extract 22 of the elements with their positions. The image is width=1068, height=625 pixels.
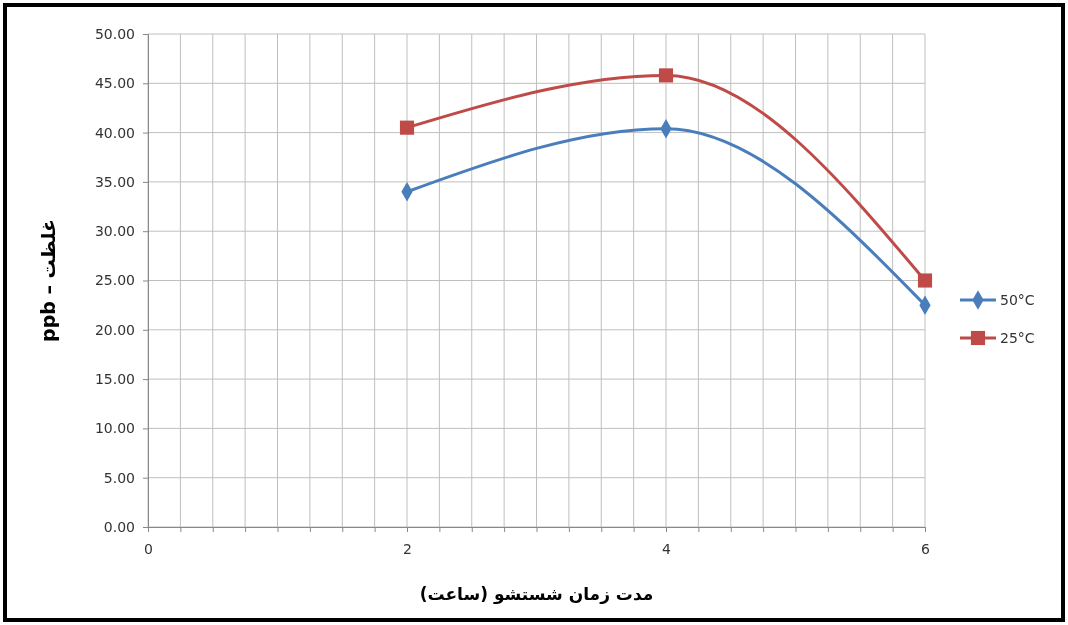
y-tick-label: 5.00 [103,469,135,486]
y-axis-title: ppb – غلظت [37,219,59,342]
y-tick-label: 10.00 [94,420,135,437]
y-tick-label: 50.00 [94,25,135,42]
y-tick-label: 40.00 [94,124,135,141]
x-axis-title: مدت زمان شستشو (ساعت) [419,584,654,605]
y-tick-label: 20.00 [94,321,135,338]
y-tick-label: 0.00 [103,518,135,535]
y-tick-label: 30.00 [94,223,135,240]
legend-label: 50°C [1000,291,1035,308]
y-tick-label: 25.00 [94,272,135,289]
x-tick-label: 4 [662,540,672,557]
x-tick-label: 2 [403,540,412,557]
point [399,120,415,135]
x-tick-label: 0 [144,540,153,557]
legend-label: 25°C [1000,329,1035,346]
y-tick-label: 45.00 [94,75,135,92]
x-tick-label: 6 [921,540,931,557]
y-tick-label: 35.00 [94,173,135,190]
point [658,68,674,83]
y-tick-label: 15.00 [94,371,135,388]
point [917,273,933,288]
